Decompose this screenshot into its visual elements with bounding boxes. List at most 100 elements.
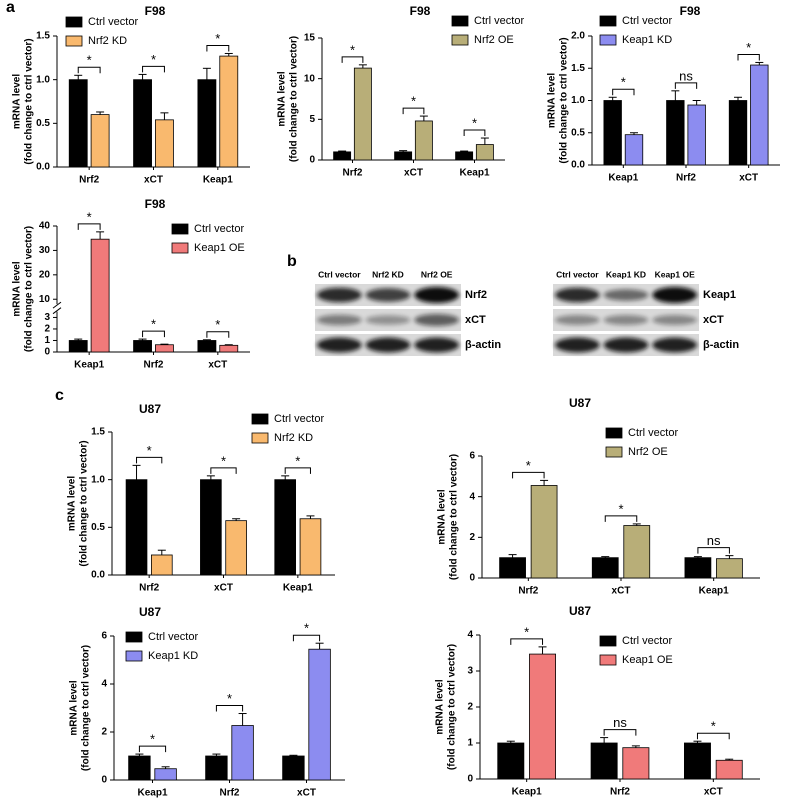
legend-label: Keap1 OE	[622, 654, 673, 666]
significance-bracket	[206, 44, 230, 52]
legend-label: Keap1 KD	[148, 650, 198, 662]
significance-bracket	[292, 634, 321, 642]
blot-band	[316, 314, 362, 326]
blot-band	[414, 337, 460, 353]
x-tick-label: xCT	[144, 175, 163, 186]
y-tick-label: 20	[39, 269, 51, 280]
error-bar	[232, 518, 241, 521]
y-tick-label: 40	[39, 221, 51, 232]
legend-label: Ctrl vector	[88, 16, 138, 28]
significance-bracket	[206, 331, 230, 338]
bar	[299, 518, 322, 576]
error-bar	[135, 753, 144, 756]
significance-bracket	[142, 65, 165, 73]
legend-swatch	[605, 446, 623, 458]
chart-title: F98	[145, 197, 166, 211]
bar	[591, 557, 619, 579]
bar	[274, 479, 297, 576]
significance-label: ns	[707, 533, 721, 548]
error-bar	[160, 112, 169, 120]
legend-label: Ctrl vector	[628, 427, 678, 439]
significance-label: *	[524, 624, 529, 639]
lane-label: Keap1 KD	[606, 269, 646, 279]
significance-bracket	[215, 705, 244, 712]
error-bar	[460, 150, 469, 152]
y-tick-label: 6	[101, 631, 107, 642]
blot-band	[603, 337, 649, 353]
bar	[219, 344, 239, 353]
legend-label: Keap1 OE	[194, 242, 245, 254]
y-tick-label: 0	[467, 774, 473, 785]
error-bar	[608, 96, 617, 101]
x-tick-label: Keap1	[74, 360, 104, 371]
error-bar	[289, 754, 298, 756]
y-axis-label: (fold change to ctrl vector)	[449, 454, 460, 580]
bar	[728, 100, 748, 166]
error-bar	[725, 555, 734, 559]
bar	[128, 755, 151, 781]
significance-label: *	[304, 621, 309, 636]
significance-label: *	[150, 732, 155, 747]
y-tick-label: 1.5	[91, 427, 105, 438]
y-axis-label: mRNA level	[277, 71, 288, 126]
band-label: Nrf2	[465, 289, 487, 301]
panel-label: c	[55, 387, 64, 404]
legend-label: Keap1 KD	[622, 34, 672, 46]
error-bar	[600, 737, 609, 743]
x-tick-label: xCT	[208, 360, 227, 371]
x-tick-label: xCT	[704, 787, 723, 798]
significance-label: *	[472, 115, 477, 130]
error-bar	[96, 111, 105, 115]
x-tick-label: xCT	[404, 168, 423, 179]
panel-label: a	[6, 0, 15, 16]
y-tick-label: 1.0	[571, 95, 585, 106]
significance-label: *	[151, 52, 156, 67]
significance-label: *	[295, 453, 300, 468]
error-bar	[160, 343, 169, 345]
bar	[231, 725, 254, 781]
significance-label: *	[87, 209, 92, 224]
blot-band	[554, 315, 600, 325]
y-axis-label: mRNA level	[547, 73, 558, 128]
legend-swatch	[125, 631, 143, 643]
significance-label: *	[350, 42, 355, 57]
y-axis-label: mRNA level	[67, 476, 78, 531]
y-axis-label: (fold change to ctrl vector)	[289, 36, 300, 162]
error-bar	[224, 52, 233, 57]
legend-swatch	[251, 432, 269, 444]
bar	[414, 120, 433, 161]
bar	[715, 759, 743, 780]
error-bar	[202, 339, 211, 341]
significance-bracket	[510, 638, 544, 645]
y-tick-label: 2	[469, 532, 475, 543]
x-tick-label: xCT	[739, 173, 758, 184]
y-axis-label: (fold change to ctrl vector)	[24, 38, 35, 164]
blot-band	[414, 287, 460, 303]
x-tick-label: Nrf2	[342, 168, 362, 179]
blot-band	[603, 315, 649, 325]
blot-band	[365, 337, 411, 353]
legend-label: Ctrl vector	[622, 15, 672, 27]
bar	[394, 151, 413, 161]
bar	[154, 768, 177, 781]
y-tick-label: 30	[39, 245, 51, 256]
significance-label: ns	[679, 68, 693, 83]
band-label: xCT	[703, 314, 724, 326]
legend-swatch	[605, 427, 623, 439]
significance-label: *	[221, 453, 226, 468]
x-tick-label: xCT	[214, 583, 233, 594]
blot-band	[365, 288, 411, 302]
bar	[205, 755, 228, 781]
y-tick-label: 0.5	[36, 118, 50, 129]
legend-label: Ctrl vector	[148, 631, 198, 643]
significance-label: *	[215, 31, 220, 46]
bar	[282, 755, 305, 781]
significance-bracket	[697, 547, 730, 554]
blot-band	[414, 314, 460, 326]
error-bar	[206, 475, 215, 480]
significance-label: *	[621, 75, 626, 90]
blot-band	[554, 337, 600, 353]
y-tick-label: 0.0	[91, 570, 105, 581]
error-bar	[132, 464, 141, 480]
significance-bracket	[77, 223, 101, 230]
